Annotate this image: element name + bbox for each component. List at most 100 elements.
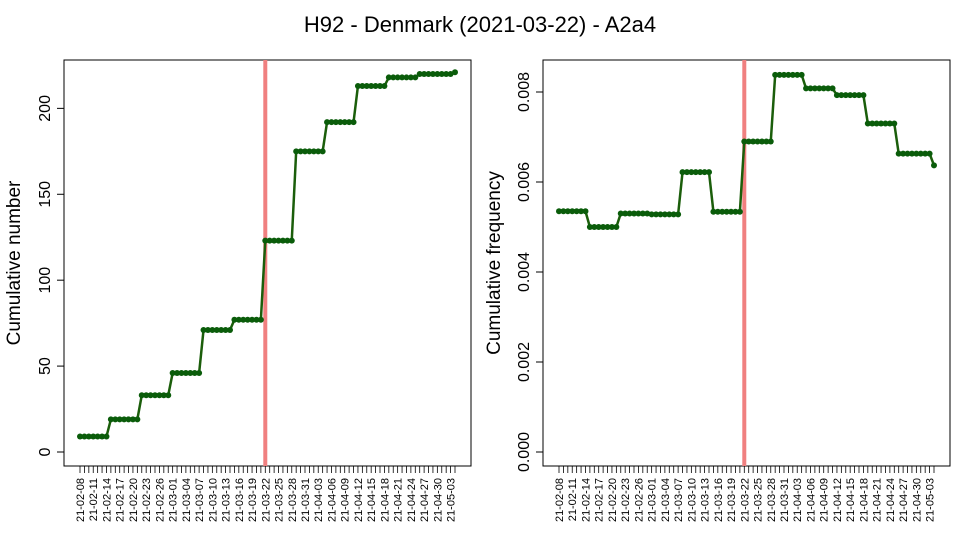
y-tick-label: 50	[37, 357, 54, 375]
data-point	[90, 433, 97, 440]
data-point	[670, 211, 677, 218]
data-point	[306, 148, 313, 155]
x-tick-label: 21-02-08	[554, 478, 566, 522]
data-point	[266, 237, 273, 244]
data-point	[736, 208, 743, 215]
data-point	[182, 369, 189, 376]
data-point	[125, 416, 132, 423]
data-point	[275, 237, 282, 244]
data-point	[412, 74, 419, 81]
data-point	[156, 392, 163, 399]
data-point	[626, 210, 633, 217]
data-point	[776, 71, 783, 78]
x-tick-label: 21-03-13	[221, 478, 233, 522]
data-point	[240, 316, 247, 323]
data-point	[121, 416, 128, 423]
data-point	[706, 169, 712, 176]
data-point	[741, 138, 748, 145]
data-point	[604, 224, 611, 230]
x-tick-label: 21-04-12	[353, 478, 365, 522]
data-point	[178, 369, 185, 376]
data-point	[372, 83, 379, 90]
data-point	[271, 237, 278, 244]
data-point	[288, 237, 295, 244]
y-axis-label: Cumulative number	[4, 180, 25, 345]
data-point	[811, 85, 818, 92]
y-tick-label: 0.006	[516, 162, 533, 202]
data-point	[213, 327, 220, 334]
data-point	[904, 150, 911, 157]
y-tick-label: 150	[37, 181, 54, 208]
x-tick-label: 21-02-20	[128, 478, 140, 522]
data-point	[657, 211, 664, 218]
data-point	[886, 120, 893, 127]
data-point	[235, 316, 242, 323]
x-tick-label: 21-04-21	[872, 478, 884, 522]
x-tick-label: 21-04-09	[819, 478, 831, 522]
data-point	[772, 71, 779, 78]
data-point	[315, 148, 322, 155]
data-point	[798, 71, 805, 78]
data-point	[838, 92, 845, 99]
data-point	[816, 85, 823, 92]
data-point	[77, 433, 83, 440]
data-point	[332, 119, 339, 126]
x-tick-label: 21-03-28	[287, 478, 299, 522]
data-point	[302, 148, 308, 155]
y-tick-label: 0.002	[516, 342, 533, 382]
x-tick-label: 21-02-14	[580, 478, 592, 522]
data-point	[310, 148, 317, 155]
data-point	[257, 316, 264, 323]
data-point	[103, 433, 110, 440]
data-point	[438, 71, 445, 77]
data-point	[750, 138, 757, 145]
data-point	[913, 150, 920, 157]
data-point	[429, 71, 436, 77]
series-line	[559, 73, 936, 229]
data-point	[789, 71, 796, 78]
y-tick-label: 100	[37, 267, 54, 294]
data-point	[608, 224, 615, 230]
data-point	[728, 208, 735, 215]
data-point	[600, 224, 607, 230]
x-tick-label: 21-03-01	[647, 478, 659, 522]
data-point	[820, 85, 827, 92]
x-tick-label: 21-03-22	[739, 478, 751, 522]
x-tick-label: 21-03-13	[700, 478, 712, 522]
x-tick-label: 21-02-23	[141, 478, 153, 522]
x-tick-label: 21-03-01	[168, 478, 180, 522]
data-point	[350, 119, 357, 126]
data-point	[209, 327, 216, 334]
x-tick-label: 21-03-25	[753, 478, 765, 522]
data-point	[394, 74, 401, 81]
data-point	[661, 211, 668, 218]
x-tick-label: 21-03-07	[673, 478, 685, 522]
data-point	[578, 208, 585, 215]
x-tick-label: 21-02-11	[567, 478, 579, 521]
x-tick-label: 21-05-03	[925, 478, 937, 522]
data-point	[227, 327, 233, 334]
plot-frame-1	[63, 59, 472, 467]
data-point	[169, 369, 176, 376]
data-point	[390, 74, 397, 81]
data-point	[882, 120, 889, 127]
data-point	[648, 211, 655, 218]
data-point	[85, 433, 92, 440]
data-point	[443, 71, 450, 77]
data-point	[878, 120, 885, 127]
data-point	[873, 120, 880, 127]
data-point	[719, 208, 726, 215]
x-tick-label: 21-02-14	[101, 478, 113, 522]
data-point	[869, 120, 876, 127]
x-tick-label: 21-04-09	[340, 478, 352, 522]
y-tick-label: 0.008	[516, 72, 533, 112]
data-point	[758, 138, 765, 145]
data-point	[187, 369, 194, 376]
data-point	[895, 150, 902, 157]
data-point	[714, 208, 721, 215]
data-point	[763, 138, 770, 145]
x-tick-label: 21-03-31	[779, 478, 791, 522]
data-point	[341, 119, 348, 126]
x-tick-label: 21-03-19	[726, 478, 738, 522]
